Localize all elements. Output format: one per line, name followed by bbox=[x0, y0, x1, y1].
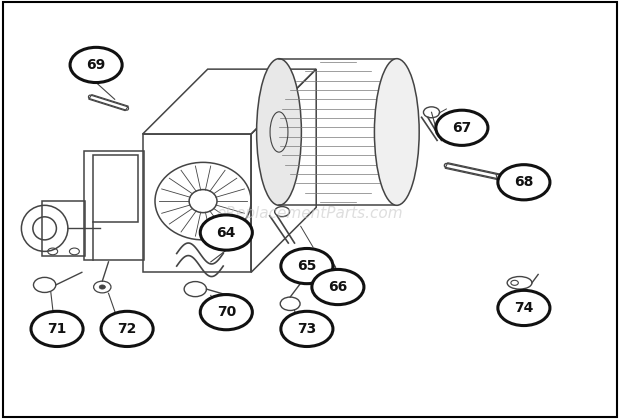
Text: 69: 69 bbox=[86, 58, 106, 72]
Text: 71: 71 bbox=[47, 322, 67, 336]
Text: 74: 74 bbox=[514, 301, 534, 315]
Text: eReplacementParts.com: eReplacementParts.com bbox=[216, 206, 404, 221]
Circle shape bbox=[101, 311, 153, 347]
Circle shape bbox=[99, 285, 105, 289]
Circle shape bbox=[312, 269, 364, 305]
Text: 73: 73 bbox=[297, 322, 317, 336]
Ellipse shape bbox=[257, 59, 301, 205]
Circle shape bbox=[200, 295, 252, 330]
Ellipse shape bbox=[374, 59, 419, 205]
Circle shape bbox=[281, 311, 333, 347]
Circle shape bbox=[498, 165, 550, 200]
Circle shape bbox=[498, 290, 550, 326]
Text: 72: 72 bbox=[117, 322, 137, 336]
Text: 70: 70 bbox=[216, 305, 236, 319]
Text: 68: 68 bbox=[514, 175, 534, 189]
Text: 66: 66 bbox=[328, 280, 348, 294]
Circle shape bbox=[31, 311, 83, 347]
Circle shape bbox=[281, 248, 333, 284]
Text: 67: 67 bbox=[452, 121, 472, 135]
Circle shape bbox=[436, 110, 488, 145]
Circle shape bbox=[70, 47, 122, 83]
Text: 65: 65 bbox=[297, 259, 317, 273]
Text: 64: 64 bbox=[216, 225, 236, 240]
Circle shape bbox=[200, 215, 252, 250]
